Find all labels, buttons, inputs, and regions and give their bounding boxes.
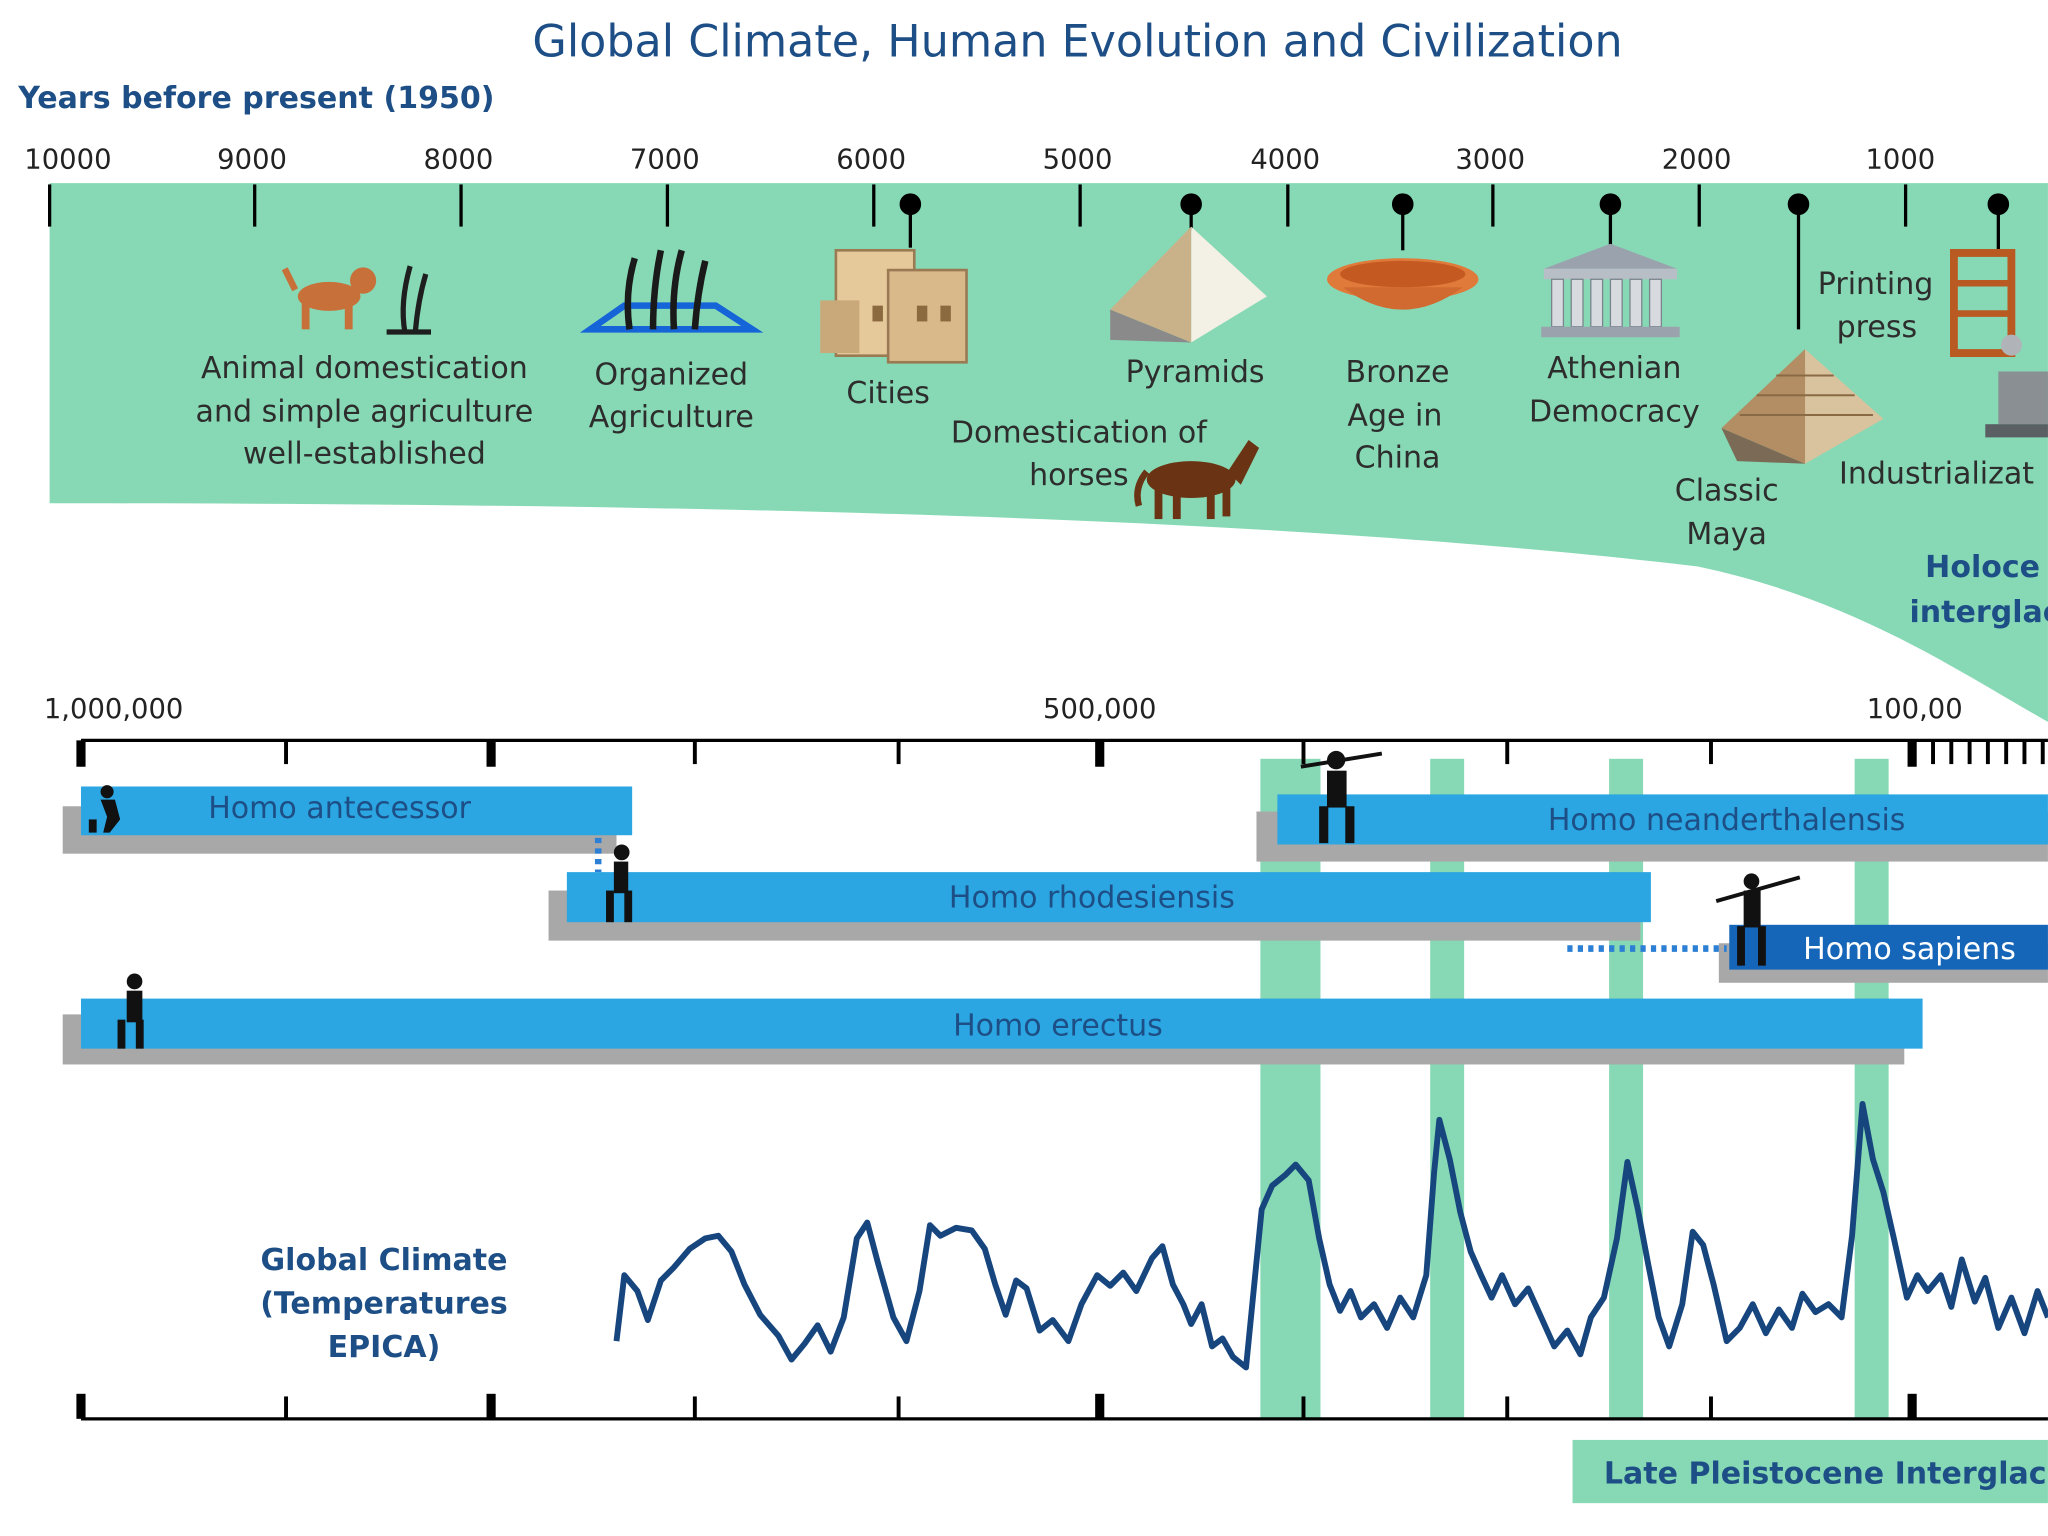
upper-tick-label: 1000 <box>1865 144 1935 176</box>
event-label-cities: Cities <box>846 376 930 411</box>
maya-pyramid-icon <box>1721 349 1884 464</box>
event-label-organized: Organized <box>595 358 749 393</box>
upper-tick-label: 10000 <box>24 144 111 176</box>
species-label-antecessor: Homo antecessor <box>208 791 471 826</box>
hominin-figure-icon <box>1715 873 1801 966</box>
species-bar-neanderthalensis <box>1277 794 2048 845</box>
species-label-rhodesiensis: Homo rhodesiensis <box>949 881 1235 916</box>
holocene-band <box>49 184 2048 722</box>
upper-axis: 10000 9000 8000 7000 6000 5000 4000 3000… <box>24 144 2048 227</box>
horse-icon <box>1134 440 1260 520</box>
lower-tick-label: 500,000 <box>1043 693 1156 725</box>
event-label-bronze: China <box>1355 441 1441 476</box>
species-label-sapiens: Homo sapiens <box>1803 932 2016 967</box>
event-label-agriculture: Animal domestication <box>201 351 528 386</box>
upper-tick-label: 2000 <box>1662 144 1732 176</box>
hominin-figure-icon <box>1300 750 1383 844</box>
climate-label: (Temperatures <box>260 1286 508 1321</box>
upper-tick-label: 4000 <box>1250 144 1320 176</box>
grain-icon <box>386 265 432 335</box>
species-bar-rhodesiensis <box>566 872 1651 923</box>
crops-icon <box>579 249 764 333</box>
climate-label: Global Climate <box>261 1243 508 1278</box>
dog-icon <box>281 267 377 330</box>
event-label-printing: press <box>1837 310 1918 345</box>
lower-tick-label: 100,00 <box>1867 693 1963 725</box>
late-pleistocene-box <box>1572 1439 2048 1504</box>
event-label-agriculture: well-established <box>243 437 486 472</box>
upper-tick-label: 5000 <box>1043 144 1113 176</box>
lower-axis: 1,000,000 500,000 100,00 <box>44 693 2048 767</box>
upper-tick-label: 9000 <box>217 144 287 176</box>
climate-label: EPICA) <box>328 1330 441 1365</box>
upper-tick-label: 8000 <box>424 144 494 176</box>
upper-tick-label: 6000 <box>836 144 906 176</box>
event-label-horses: horses <box>1029 458 1129 493</box>
holocene-label: interglac <box>1910 595 2048 630</box>
locomotive-icon <box>1985 334 2048 438</box>
event-label-industrial: Industrializat <box>1839 456 2034 491</box>
bronze-bowl-icon <box>1326 258 1479 310</box>
lower-tick-label: 1,000,000 <box>44 693 184 725</box>
pyramid-icon <box>1110 226 1267 343</box>
event-label-maya: Classic <box>1675 473 1779 508</box>
upper-tick-label: 3000 <box>1455 144 1525 176</box>
printing-press-icon <box>1950 248 2016 358</box>
event-label-bronze: Bronze <box>1346 355 1450 390</box>
event-label-horses: Domestication of <box>951 416 1208 451</box>
bottom-axis <box>76 1393 2048 1421</box>
page-title: Global Climate, Human Evolution and Civi… <box>532 15 1623 69</box>
event-label-organized: Agriculture <box>589 400 754 435</box>
interglacial-columns <box>1260 758 1889 1418</box>
event-pins <box>899 193 2010 330</box>
species-bar-sapiens <box>1729 924 2048 970</box>
event-label-printing: Printing <box>1818 267 1934 302</box>
climate-temperature-curve <box>613 1101 2048 1371</box>
species-bar-erectus <box>80 998 1923 1049</box>
upper-tick-label: 7000 <box>630 144 700 176</box>
hominin-figure-icon <box>117 973 144 1049</box>
upper-axis-tick-marks <box>47 184 1908 227</box>
species-label-neanderthalensis: Homo neanderthalensis <box>1548 803 1906 838</box>
event-label-maya: Maya <box>1686 517 1766 552</box>
hominin-figure-icon <box>88 785 121 833</box>
event-label-athens: Democracy <box>1529 394 1700 429</box>
holocene-label: Holoce <box>1925 550 2040 585</box>
event-label-agriculture: and simple agriculture <box>196 394 534 429</box>
late-pleistocene-label: Late Pleistocene Interglaci <box>1604 1456 2048 1491</box>
species-label-erectus: Homo erectus <box>953 1008 1163 1043</box>
event-label-pyramids: Pyramids <box>1126 355 1265 390</box>
hominin-figure-icon <box>606 844 633 923</box>
event-label-bronze: Age in <box>1347 398 1442 433</box>
upper-axis-label: Years before present (1950) <box>18 81 495 116</box>
temple-icon <box>1541 243 1680 338</box>
event-label-athens: Athenian <box>1547 351 1681 386</box>
city-buildings-icon <box>820 248 968 364</box>
species-bar-antecessor <box>80 786 633 836</box>
